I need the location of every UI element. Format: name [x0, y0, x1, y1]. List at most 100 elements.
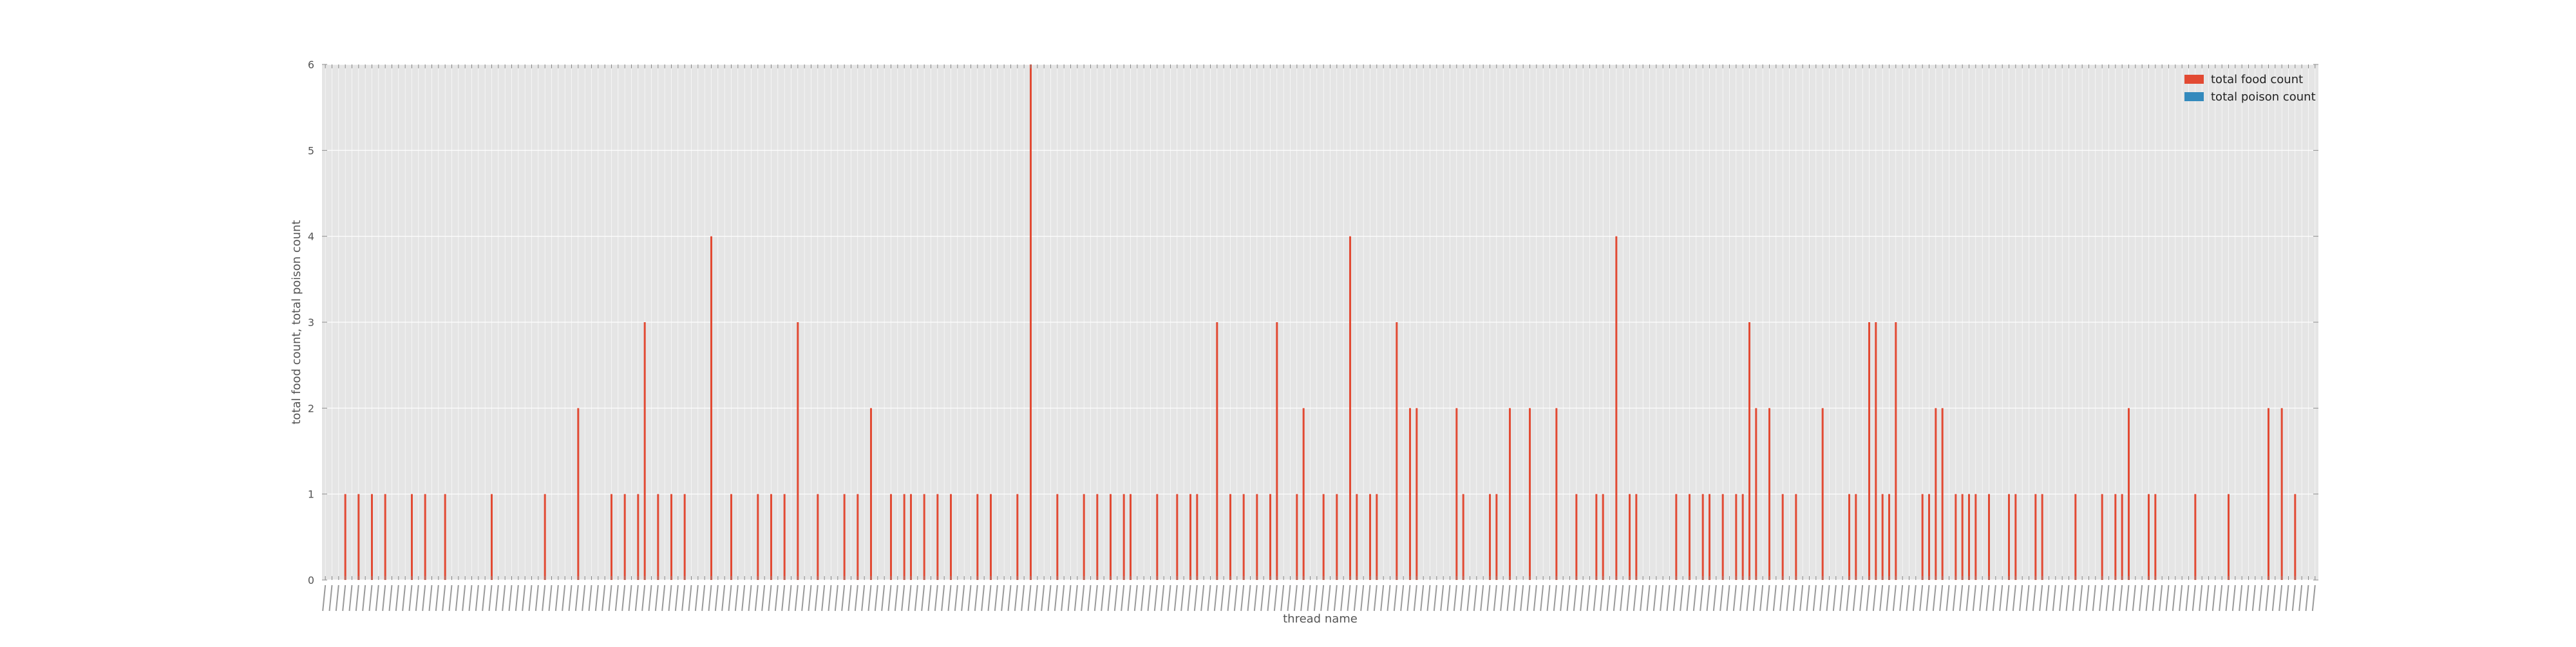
x-tick-label-mark — [1067, 584, 1072, 612]
x-tick-label-mark — [2025, 584, 2030, 612]
x-tick-label-mark — [402, 584, 406, 612]
x-tick-label-mark — [1985, 584, 1990, 612]
bar-food — [1409, 408, 1411, 580]
x-tick-label-mark — [1772, 584, 1777, 612]
x-tick-label-mark — [1952, 584, 1956, 612]
bar-food — [1176, 494, 1179, 580]
x-tick-label-mark — [2032, 584, 2036, 612]
x-tick-label-mark — [1406, 584, 1411, 612]
bar-food — [1156, 494, 1159, 580]
x-tick-label-mark — [388, 584, 393, 612]
x-tick-label-mark — [522, 584, 526, 612]
bar-food — [1122, 494, 1125, 580]
x-tick-label-mark — [614, 584, 619, 612]
x-tick-label-mark — [435, 584, 439, 612]
x-tick-label-mark — [2165, 584, 2170, 612]
bar-food — [1083, 494, 1085, 580]
x-tick-label-mark — [967, 584, 972, 612]
x-tick-label-mark — [355, 584, 359, 612]
x-tick-label-mark — [681, 584, 686, 612]
x-tick-label-mark — [2205, 584, 2210, 612]
x-tick-label-mark — [2145, 584, 2150, 612]
x-tick-label-mark — [1147, 584, 1151, 612]
y-tick-label: 3 — [308, 316, 314, 329]
x-tick-label-mark — [1273, 584, 1278, 612]
bar-food — [1741, 494, 1744, 580]
x-tick-label-mark — [1347, 584, 1351, 612]
bar-food — [730, 494, 732, 580]
bar-food — [1296, 494, 1298, 580]
x-tick-label-mark — [1021, 584, 1025, 612]
x-tick-label-mark — [1014, 584, 1018, 612]
x-tick-label-mark — [2192, 584, 2196, 612]
x-tick-label-mark — [1886, 584, 1890, 612]
x-tick-label-mark — [1480, 584, 1484, 612]
bar-food — [1895, 322, 1897, 580]
bar-food — [491, 494, 493, 580]
x-tick-label-mark — [1220, 584, 1225, 612]
x-tick-label-mark — [2179, 584, 2183, 612]
x-tick-label-mark — [2311, 584, 2316, 612]
legend: total food count total poison count — [2184, 73, 2316, 104]
x-tick-label-mark — [947, 584, 952, 612]
x-tick-label-mark — [1054, 584, 1058, 612]
x-tick-label-mark — [2039, 584, 2043, 612]
bar-food — [1629, 494, 1631, 580]
x-tick-label-mark — [2239, 584, 2243, 612]
x-tick-label-mark — [2265, 584, 2269, 612]
x-tick-label-mark — [1413, 584, 1417, 612]
bar-food — [1955, 494, 1957, 580]
x-tick-label-mark — [1613, 584, 1617, 612]
x-tick-label-mark — [542, 584, 546, 612]
bar-food — [783, 494, 786, 580]
bar-food — [1016, 494, 1019, 580]
x-tick-label-mark — [708, 584, 712, 612]
bar-food — [1555, 408, 1558, 580]
x-tick-label-mark — [2052, 584, 2056, 612]
x-tick-label-mark — [874, 584, 878, 612]
x-tick-label-mark — [768, 584, 772, 612]
x-tick-label-mark — [2259, 584, 2263, 612]
bar-food — [1369, 494, 1371, 580]
x-tick-label-mark — [828, 584, 832, 612]
bar-food — [1096, 494, 1099, 580]
x-tick-label-mark — [442, 584, 446, 612]
x-tick-label-mark — [1260, 584, 1265, 612]
x-tick-label-mark — [2278, 584, 2283, 612]
y-axis: 0 1 2 3 4 5 6 — [308, 59, 2318, 586]
bar-food — [2154, 494, 2157, 580]
y-axis-label: total food count, total poison count — [290, 220, 303, 424]
bar-food — [1229, 494, 1231, 580]
bar-food — [611, 494, 612, 580]
bar-food — [1941, 408, 1944, 580]
x-tick-label-mark — [1446, 584, 1451, 612]
bar-food — [1968, 494, 1970, 580]
x-tick-label-mark — [1826, 584, 1830, 612]
x-tick-label-mark — [2298, 584, 2303, 612]
x-tick-label-mark — [781, 584, 786, 612]
x-tick-label-mark — [1473, 584, 1477, 612]
x-tick-label-mark — [1333, 584, 1338, 612]
x-tick-label-mark — [1919, 584, 1924, 612]
bar-food — [910, 494, 912, 580]
x-tick-label-mark — [701, 584, 706, 612]
x-tick-label-mark — [1513, 584, 1517, 612]
x-tick-label-mark — [1666, 584, 1671, 612]
x-tick-label-mark — [1692, 584, 1697, 612]
x-tick-label-mark — [1866, 584, 1870, 612]
x-tick-label-mark — [1207, 584, 1211, 612]
x-tick-label-mark — [342, 584, 346, 612]
bar-food — [1735, 494, 1738, 580]
x-tick-label-mark — [881, 584, 886, 612]
x-tick-label-mark — [1533, 584, 1537, 612]
bar-food — [1855, 494, 1857, 580]
x-tick-label-mark — [1819, 584, 1824, 612]
bar-food — [1030, 64, 1032, 580]
bar-food — [1256, 494, 1258, 580]
bar-food — [577, 408, 580, 580]
x-tick-label-mark — [748, 584, 752, 612]
x-tick-label-mark — [1972, 584, 1976, 612]
bar-food — [1495, 494, 1498, 580]
x-tick-label-mark — [941, 584, 945, 612]
bar-food — [923, 494, 925, 580]
